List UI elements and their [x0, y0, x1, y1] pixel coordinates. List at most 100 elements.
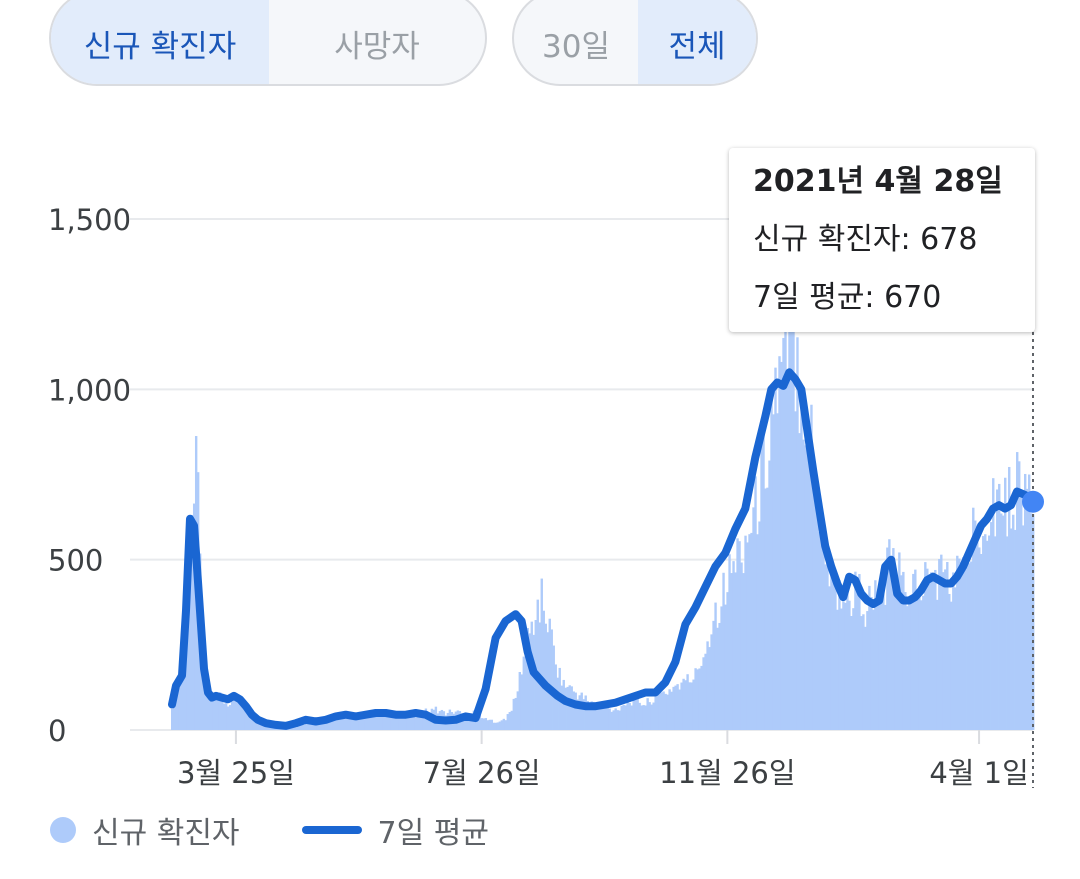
daily-case-bar [470, 713, 474, 730]
daily-case-bar [832, 579, 835, 730]
daily-case-bar [226, 706, 230, 730]
daily-case-bar [774, 367, 777, 730]
daily-case-bar [992, 478, 995, 730]
range-toggle: 30일 전체 [512, 0, 758, 86]
daily-case-bar [500, 720, 504, 730]
daily-case-bar [572, 691, 575, 730]
daily-case-bar [634, 694, 637, 730]
tooltip-seven-day-average: 7일 평균: 670 [753, 280, 942, 315]
deaths-toggle-button[interactable]: 사망자 [334, 28, 420, 65]
daily-case-bar [244, 710, 248, 730]
daily-case-bar [364, 717, 368, 730]
daily-case-bar [374, 711, 378, 730]
daily-case-bar [378, 710, 382, 730]
daily-case-bar [512, 698, 516, 730]
daily-case-bar [626, 700, 629, 730]
daily-case-bar [658, 691, 661, 730]
daily-case-bar [848, 600, 851, 730]
daily-case-bar [360, 715, 364, 730]
daily-case-bar [540, 578, 543, 730]
daily-case-bar [1008, 466, 1011, 730]
daily-case-bar [672, 686, 675, 730]
daily-case-bar [838, 580, 841, 730]
daily-case-bar [488, 719, 492, 730]
daily-case-bar [338, 718, 342, 730]
daily-case-bar [388, 714, 392, 730]
daily-case-bar [640, 705, 643, 730]
daily-case-bar [480, 718, 484, 730]
daily-case-bar [258, 720, 262, 730]
daily-case-bar [1000, 513, 1003, 730]
daily-case-bar [952, 572, 955, 730]
x-tick-label: 3월 25일 [177, 756, 295, 790]
range-30-days-button[interactable]: 30일 [542, 28, 610, 65]
daily-case-bar [982, 536, 985, 730]
daily-case-bar [670, 691, 673, 730]
daily-case-bar [342, 714, 346, 730]
daily-case-bar [396, 716, 400, 730]
daily-case-bar [914, 569, 917, 730]
daily-case-bar [1026, 488, 1029, 730]
daily-case-bar [556, 677, 559, 730]
daily-case-bar [188, 577, 192, 730]
daily-case-bar [926, 568, 929, 730]
x-tick-label: 11월 26일 [659, 756, 795, 790]
daily-case-bar [776, 413, 779, 730]
daily-case-bar [890, 555, 893, 730]
daily-case-bar [536, 599, 539, 730]
daily-case-bar [464, 717, 468, 730]
daily-case-bar [412, 713, 416, 730]
daily-case-bar [334, 718, 338, 730]
daily-case-bar [1006, 536, 1009, 730]
daily-case-bar [648, 702, 651, 730]
seven-day-average-line [168, 368, 1037, 730]
daily-case-bar [630, 705, 633, 730]
daily-case-bar [296, 726, 300, 730]
daily-case-bar [1022, 525, 1025, 730]
daily-case-bar [698, 668, 701, 730]
daily-case-bar [638, 702, 641, 730]
y-axis-labels: 0 500 1,000 1,500 [48, 203, 131, 748]
daily-case-bar [998, 483, 1001, 730]
daily-case-bar [752, 507, 755, 730]
daily-case-bar [916, 593, 919, 730]
daily-case-bar [462, 712, 466, 730]
daily-case-bar [966, 563, 969, 730]
daily-case-bar [934, 569, 937, 730]
daily-case-bar [576, 699, 579, 730]
daily-case-bar [976, 533, 979, 730]
daily-case-bar [722, 572, 725, 730]
daily-case-bar [354, 714, 358, 730]
daily-case-bar [880, 578, 883, 730]
daily-case-bar [566, 686, 569, 730]
x-tick-label: 4월 1일 [929, 756, 1028, 790]
daily-case-bar [692, 679, 695, 730]
daily-case-bar [968, 563, 971, 730]
daily-case-bar [208, 691, 212, 730]
tooltip-date: 2021년 4월 28일 [753, 164, 1003, 199]
daily-case-bar [192, 503, 196, 730]
daily-case-bar [494, 722, 498, 730]
daily-case-bar [784, 326, 787, 730]
daily-case-bar [582, 699, 585, 730]
daily-case-bar [798, 433, 801, 730]
daily-case-bar [960, 568, 963, 730]
daily-case-bar [898, 552, 901, 730]
range-all-button[interactable]: 전체 [638, 0, 756, 84]
daily-case-bar [944, 569, 947, 730]
daily-case-bar [652, 702, 655, 730]
daily-case-bar [624, 705, 627, 730]
daily-case-bar [486, 720, 490, 730]
daily-case-bar [322, 720, 326, 730]
daily-case-bar [912, 573, 915, 730]
daily-case-bar [972, 507, 975, 730]
y-tick-label: 0 [48, 714, 66, 748]
metric-toggle: 신규 확진자 사망자 [49, 0, 487, 86]
daily-case-bar [498, 721, 502, 730]
daily-case-bar [986, 540, 989, 730]
daily-case-bar [206, 695, 210, 730]
new-cases-toggle-button[interactable]: 신규 확진자 [51, 0, 269, 84]
daily-case-bar [1012, 514, 1015, 730]
daily-case-bar [372, 716, 376, 730]
